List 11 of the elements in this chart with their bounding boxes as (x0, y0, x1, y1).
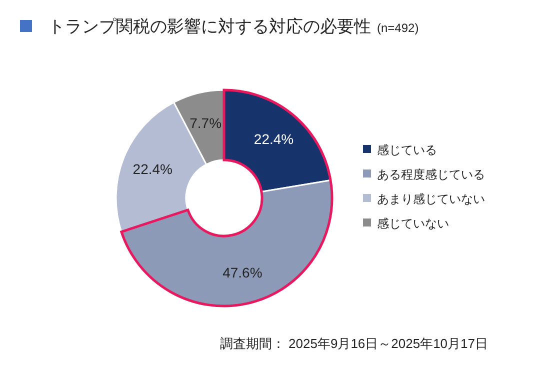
legend-label: あまり感じていない (377, 192, 485, 206)
legend-label: 感じていない (377, 216, 449, 231)
chart-subtitle: (n=492) (377, 21, 419, 35)
data-label: 7.7% (190, 115, 222, 132)
chart-title: トランプ関税の影響に対する対応の必要性 (48, 17, 371, 36)
legend-label: ある程度感じている (377, 168, 485, 182)
data-label: 47.6% (222, 264, 262, 281)
data-label: 22.4% (132, 161, 172, 178)
legend-label: 感じている (377, 143, 437, 158)
text: 調査期間： 2025年9月16日～2025年10月17日 (220, 336, 488, 351)
data-label: 22.4% (254, 131, 294, 148)
